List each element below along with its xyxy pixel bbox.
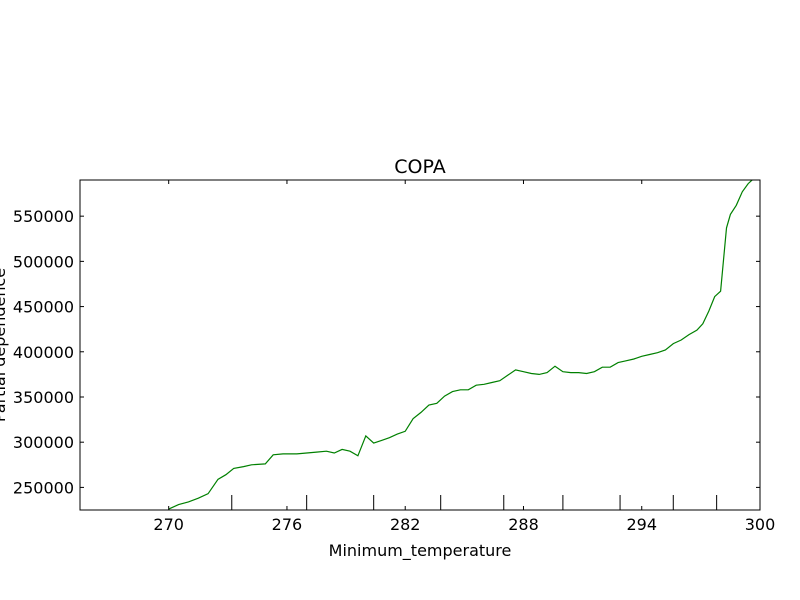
y-tick-label-5: 500000	[13, 252, 74, 271]
series-line	[168, 180, 753, 510]
x-axis-label: Minimum_temperature	[329, 541, 512, 561]
x-tick-label-2: 282	[390, 515, 421, 534]
x-tick-label-3: 288	[508, 515, 539, 534]
x-tick-label-1: 276	[272, 515, 303, 534]
y-tick-label-0: 250000	[13, 478, 74, 497]
y-tick-label-1: 300000	[13, 433, 74, 452]
x-tick-label-0: 270	[153, 515, 184, 534]
rug-marks	[231, 495, 718, 510]
y-tick-label-2: 350000	[13, 388, 74, 407]
x-tick-label-4: 294	[626, 515, 657, 534]
x-tick-label-5: 300	[745, 515, 776, 534]
y-tick-label-3: 400000	[13, 343, 74, 362]
y-axis-label: Partial dependence	[0, 268, 9, 422]
x-axis-ticks: 270 276 282 288 294 300	[153, 180, 775, 534]
y-tick-label-6: 550000	[13, 207, 74, 226]
chart-title: COPA	[394, 156, 445, 178]
y-axis-ticks: 250000 300000 350000 400000 450000 500000 5500…	[13, 207, 760, 497]
plot-frame	[79, 179, 761, 511]
y-tick-label-4: 450000	[13, 298, 74, 317]
